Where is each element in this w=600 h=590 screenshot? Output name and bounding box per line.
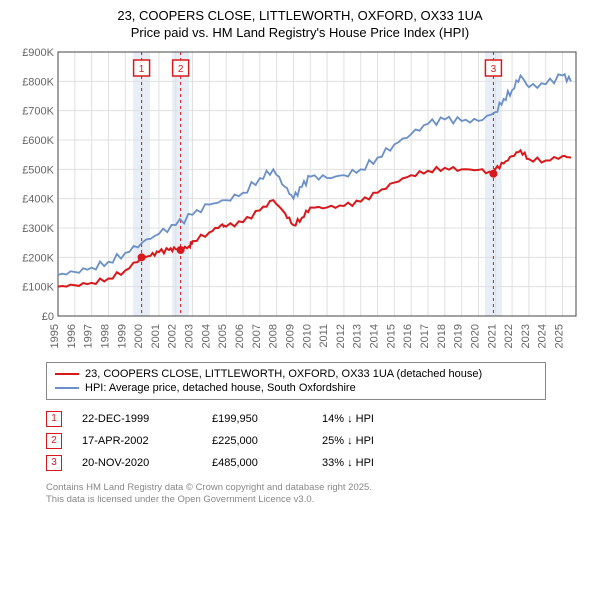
- svg-text:£400K: £400K: [22, 193, 54, 205]
- sale-date: 20-NOV-2020: [82, 457, 192, 469]
- svg-text:£900K: £900K: [22, 47, 54, 59]
- svg-text:2023: 2023: [520, 324, 532, 348]
- sale-hpi-delta: 14% ↓ HPI: [322, 413, 432, 425]
- svg-text:2001: 2001: [150, 324, 162, 348]
- svg-text:2012: 2012: [335, 324, 347, 348]
- table-row: 3 20-NOV-2020 £485,000 33% ↓ HPI: [46, 452, 590, 474]
- legend-label: 23, COOPERS CLOSE, LITTLEWORTH, OXFORD, …: [85, 368, 482, 380]
- svg-text:1998: 1998: [99, 324, 111, 348]
- legend: 23, COOPERS CLOSE, LITTLEWORTH, OXFORD, …: [46, 362, 546, 400]
- svg-text:2021: 2021: [486, 324, 498, 348]
- footer-line2: This data is licensed under the Open Gov…: [46, 494, 590, 506]
- svg-text:1: 1: [139, 64, 145, 75]
- table-row: 1 22-DEC-1999 £199,950 14% ↓ HPI: [46, 408, 590, 430]
- svg-text:1999: 1999: [116, 324, 128, 348]
- svg-text:2009: 2009: [284, 324, 296, 348]
- svg-text:3: 3: [491, 64, 497, 75]
- svg-text:2002: 2002: [167, 324, 179, 348]
- svg-text:1995: 1995: [49, 324, 61, 348]
- chart-area: £0 £100K £200K £300K £400K £500K £600K £700K £80…: [10, 46, 590, 356]
- svg-text:2016: 2016: [402, 324, 414, 348]
- chart-title: 23, COOPERS CLOSE, LITTLEWORTH, OXFORD, …: [10, 8, 590, 42]
- svg-text:2: 2: [178, 64, 184, 75]
- sale-hpi-delta: 25% ↓ HPI: [322, 435, 432, 447]
- svg-text:£800K: £800K: [22, 76, 54, 88]
- svg-text:2013: 2013: [352, 324, 364, 348]
- sale-price: £485,000: [212, 457, 302, 469]
- legend-swatch: [55, 373, 79, 376]
- svg-text:£500K: £500K: [22, 164, 54, 176]
- title-line2: Price paid vs. HM Land Registry's House …: [10, 25, 590, 42]
- svg-text:£300K: £300K: [22, 223, 54, 235]
- sale-marker: 2: [46, 433, 62, 449]
- svg-text:2008: 2008: [268, 324, 280, 348]
- svg-text:2024: 2024: [537, 324, 549, 348]
- svg-text:2022: 2022: [503, 324, 515, 348]
- svg-text:2010: 2010: [301, 324, 313, 348]
- svg-text:2004: 2004: [200, 324, 212, 348]
- svg-text:2005: 2005: [217, 324, 229, 348]
- title-line1: 23, COOPERS CLOSE, LITTLEWORTH, OXFORD, …: [10, 8, 590, 25]
- footer-line1: Contains HM Land Registry data © Crown c…: [46, 482, 590, 494]
- svg-text:2017: 2017: [419, 324, 431, 348]
- svg-text:1996: 1996: [66, 324, 78, 348]
- svg-text:£200K: £200K: [22, 252, 54, 264]
- sale-date: 17-APR-2002: [82, 435, 192, 447]
- legend-row: 23, COOPERS CLOSE, LITTLEWORTH, OXFORD, …: [55, 367, 537, 381]
- legend-row: HPI: Average price, detached house, Sout…: [55, 381, 537, 395]
- legend-label: HPI: Average price, detached house, Sout…: [85, 382, 356, 394]
- svg-text:£0: £0: [42, 311, 54, 323]
- svg-text:2018: 2018: [436, 324, 448, 348]
- sales-table: 1 22-DEC-1999 £199,950 14% ↓ HPI 2 17-APR-200…: [46, 408, 590, 474]
- svg-text:2025: 2025: [554, 324, 566, 348]
- svg-text:2011: 2011: [318, 324, 330, 348]
- svg-text:2020: 2020: [469, 324, 481, 348]
- svg-text:£100K: £100K: [22, 281, 54, 293]
- svg-text:2000: 2000: [133, 324, 145, 348]
- svg-text:1997: 1997: [83, 324, 95, 348]
- svg-text:2019: 2019: [453, 324, 465, 348]
- svg-text:£600K: £600K: [22, 135, 54, 147]
- svg-text:2015: 2015: [385, 324, 397, 348]
- svg-text:2006: 2006: [234, 324, 246, 348]
- svg-text:2007: 2007: [251, 324, 263, 348]
- sale-price: £199,950: [212, 413, 302, 425]
- sale-marker: 3: [46, 455, 62, 471]
- footer: Contains HM Land Registry data © Crown c…: [46, 482, 590, 507]
- price-chart: £0 £100K £200K £300K £400K £500K £600K £700K £80…: [22, 46, 582, 356]
- legend-swatch: [55, 387, 79, 390]
- sale-price: £225,000: [212, 435, 302, 447]
- sale-marker: 1: [46, 411, 62, 427]
- table-row: 2 17-APR-2002 £225,000 25% ↓ HPI: [46, 430, 590, 452]
- svg-text:2014: 2014: [369, 324, 381, 348]
- svg-text:2003: 2003: [184, 324, 196, 348]
- sale-hpi-delta: 33% ↓ HPI: [322, 457, 432, 469]
- sale-date: 22-DEC-1999: [82, 413, 192, 425]
- svg-text:£700K: £700K: [22, 105, 54, 117]
